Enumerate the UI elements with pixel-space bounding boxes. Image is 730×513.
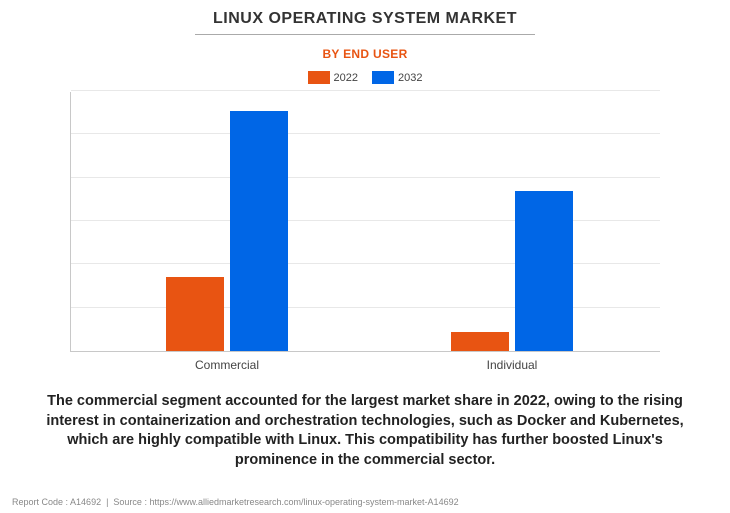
legend-item: 2032 [372, 71, 422, 84]
bar [451, 332, 509, 351]
bar-group [166, 111, 288, 351]
gridline [71, 133, 660, 134]
bar [515, 191, 573, 351]
report-code-label: Report Code : [12, 497, 68, 507]
chart-title: LINUX OPERATING SYSTEM MARKET [0, 0, 730, 28]
gridline [71, 177, 660, 178]
chart-legend: 2022 2032 [0, 71, 730, 84]
x-axis-label: Individual [487, 358, 538, 372]
legend-swatch [308, 71, 330, 84]
bar [166, 277, 224, 351]
footer-meta: Report Code : A14692 | Source : https://… [12, 497, 459, 507]
source-label: Source : [113, 497, 147, 507]
legend-label: 2032 [398, 72, 422, 84]
gridline [71, 90, 660, 91]
legend-label: 2022 [334, 72, 358, 84]
legend-swatch [372, 71, 394, 84]
title-underline [195, 34, 535, 35]
legend-item: 2022 [308, 71, 358, 84]
bar-group [451, 191, 573, 351]
report-code-value: A14692 [70, 497, 101, 507]
chart-plot-area: CommercialIndividual [70, 92, 660, 352]
bar [230, 111, 288, 351]
chart-description: The commercial segment accounted for the… [30, 392, 700, 470]
chart-subtitle: BY END USER [0, 47, 730, 61]
source-url: https://www.alliedmarketresearch.com/lin… [149, 497, 458, 507]
x-axis-label: Commercial [195, 358, 259, 372]
